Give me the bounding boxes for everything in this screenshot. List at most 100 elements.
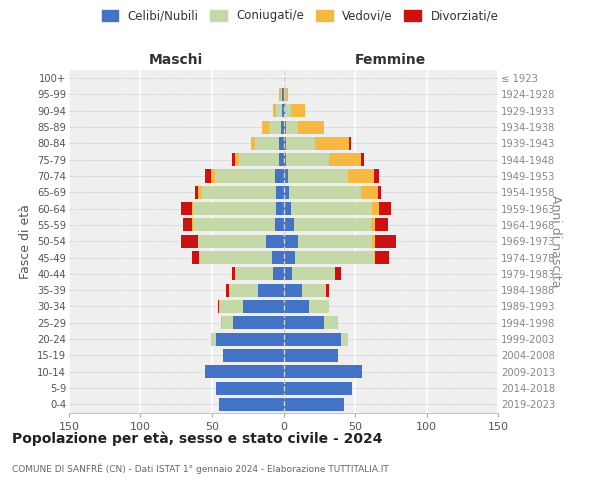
Bar (202, 186, 277, 199)
Bar (197, 234, 266, 248)
Bar (222, 316, 233, 330)
Bar (284, 284, 302, 296)
Bar (219, 300, 244, 313)
Bar (205, 170, 211, 182)
Bar (284, 104, 285, 118)
Bar (281, 120, 284, 134)
Text: COMUNE DI SANFRÈ (CN) - Dati ISTAT 1° gennaio 2024 - Elaborazione TUTTITALIA.IT: COMUNE DI SANFRÈ (CN) - Dati ISTAT 1° ge… (12, 464, 389, 474)
Bar (335, 268, 341, 280)
Bar (285, 104, 290, 118)
Bar (361, 186, 378, 199)
Bar (235, 153, 239, 166)
Text: Femmine: Femmine (355, 54, 427, 68)
Bar (302, 284, 326, 296)
Bar (277, 104, 282, 118)
Bar (272, 251, 284, 264)
Bar (298, 120, 323, 134)
Bar (211, 332, 216, 345)
Bar (184, 218, 192, 232)
Bar (286, 137, 315, 150)
Bar (199, 251, 272, 264)
Bar (282, 88, 284, 101)
Bar (215, 170, 275, 182)
Bar (348, 170, 374, 182)
Bar (279, 137, 284, 150)
Bar (181, 202, 192, 215)
Bar (286, 153, 329, 166)
Bar (284, 218, 293, 232)
Bar (221, 316, 222, 330)
Bar (193, 202, 277, 215)
Bar (275, 170, 284, 182)
Legend: Celibi/Nubili, Coniugati/e, Vedovi/e, Divorziati/e: Celibi/Nubili, Coniugati/e, Vedovi/e, Di… (98, 6, 502, 26)
Bar (309, 300, 329, 313)
Bar (262, 120, 269, 134)
Text: Maschi: Maschi (149, 54, 203, 68)
Bar (374, 251, 375, 264)
Bar (216, 382, 284, 394)
Bar (235, 268, 274, 280)
Bar (375, 234, 397, 248)
Bar (295, 251, 374, 264)
Bar (284, 202, 290, 215)
Bar (285, 88, 288, 101)
Bar (279, 88, 281, 101)
Bar (298, 234, 372, 248)
Bar (232, 268, 235, 280)
Bar (274, 268, 284, 280)
Bar (371, 218, 375, 232)
Bar (290, 104, 305, 118)
Bar (284, 251, 295, 264)
Bar (284, 349, 338, 362)
Bar (258, 284, 284, 296)
Bar (251, 137, 255, 150)
Bar (223, 349, 284, 362)
Bar (281, 88, 282, 101)
Bar (372, 234, 375, 248)
Bar (275, 218, 284, 232)
Bar (239, 153, 279, 166)
Bar (284, 153, 286, 166)
Bar (315, 137, 349, 150)
Bar (379, 202, 391, 215)
Bar (284, 186, 289, 199)
Bar (211, 170, 215, 182)
Bar (244, 300, 284, 313)
Bar (181, 234, 198, 248)
Bar (205, 365, 284, 378)
Bar (233, 316, 284, 330)
Bar (195, 186, 198, 199)
Bar (255, 137, 279, 150)
Bar (372, 202, 379, 215)
Bar (286, 120, 298, 134)
Bar (288, 170, 348, 182)
Bar (284, 332, 341, 345)
Bar (219, 398, 284, 411)
Bar (284, 88, 285, 101)
Bar (290, 202, 372, 215)
Bar (326, 284, 329, 296)
Bar (282, 104, 284, 118)
Bar (198, 186, 202, 199)
Bar (226, 284, 229, 296)
Bar (341, 332, 348, 345)
Bar (284, 234, 298, 248)
Y-axis label: Anni di nascita: Anni di nascita (549, 195, 562, 288)
Bar (192, 202, 193, 215)
Bar (193, 218, 275, 232)
Bar (374, 170, 379, 182)
Bar (229, 284, 258, 296)
Bar (216, 332, 284, 345)
Bar (323, 316, 338, 330)
Bar (277, 186, 284, 199)
Bar (284, 365, 362, 378)
Bar (292, 268, 335, 280)
Bar (284, 316, 323, 330)
Bar (284, 398, 344, 411)
Bar (277, 202, 284, 215)
Bar (284, 170, 288, 182)
Bar (192, 218, 193, 232)
Bar (375, 251, 389, 264)
Y-axis label: Fasce di età: Fasce di età (19, 204, 32, 279)
Text: Popolazione per età, sesso e stato civile - 2024: Popolazione per età, sesso e stato civil… (12, 431, 383, 446)
